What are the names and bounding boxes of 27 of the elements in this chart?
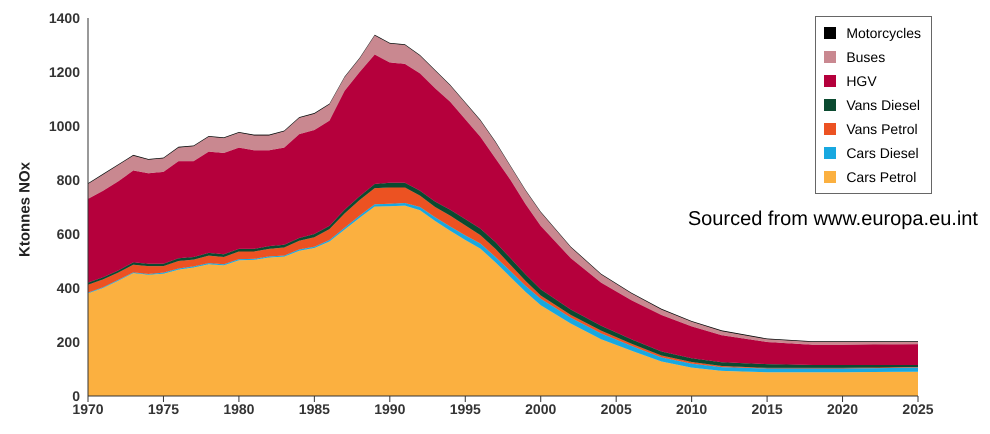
legend-label: Vans Diesel xyxy=(846,96,920,115)
legend-label: HGV xyxy=(846,72,877,91)
legend-label: Motorcycles xyxy=(846,24,921,43)
x-tick-label: 1990 xyxy=(374,400,406,417)
annotation: Sourced from www.europa.eu.int xyxy=(688,208,978,231)
x-tick-label: 1980 xyxy=(223,400,255,417)
y-tick-label: 400 xyxy=(56,280,80,296)
x-tick-label: 2000 xyxy=(525,400,557,417)
y-tick-label: 600 xyxy=(56,226,80,242)
y-tick-label: 200 xyxy=(56,334,80,350)
legend-label: Buses xyxy=(846,48,886,67)
x-tick-label: 2010 xyxy=(676,400,708,417)
x-tick-label: 1975 xyxy=(148,400,180,417)
y-axis-title: Ktonnes NOx xyxy=(16,161,34,257)
x-tick-label: 1995 xyxy=(450,400,482,417)
legend-label: Cars Petrol xyxy=(846,168,916,187)
legend-label: Vans Petrol xyxy=(846,120,918,139)
x-tick-label: 2025 xyxy=(902,400,934,417)
x-tick-label: 2015 xyxy=(752,400,783,417)
y-tick-label: 1000 xyxy=(48,118,80,134)
y-tick-label: 800 xyxy=(56,172,80,188)
legend-label: Cars Diesel xyxy=(846,144,919,163)
x-tick-label: 2020 xyxy=(826,400,858,417)
y-tick-label: 1400 xyxy=(48,10,80,26)
y-tick-label: 1200 xyxy=(48,64,80,80)
x-tick-label: 2005 xyxy=(600,400,632,417)
x-tick-label: 1985 xyxy=(298,400,330,417)
